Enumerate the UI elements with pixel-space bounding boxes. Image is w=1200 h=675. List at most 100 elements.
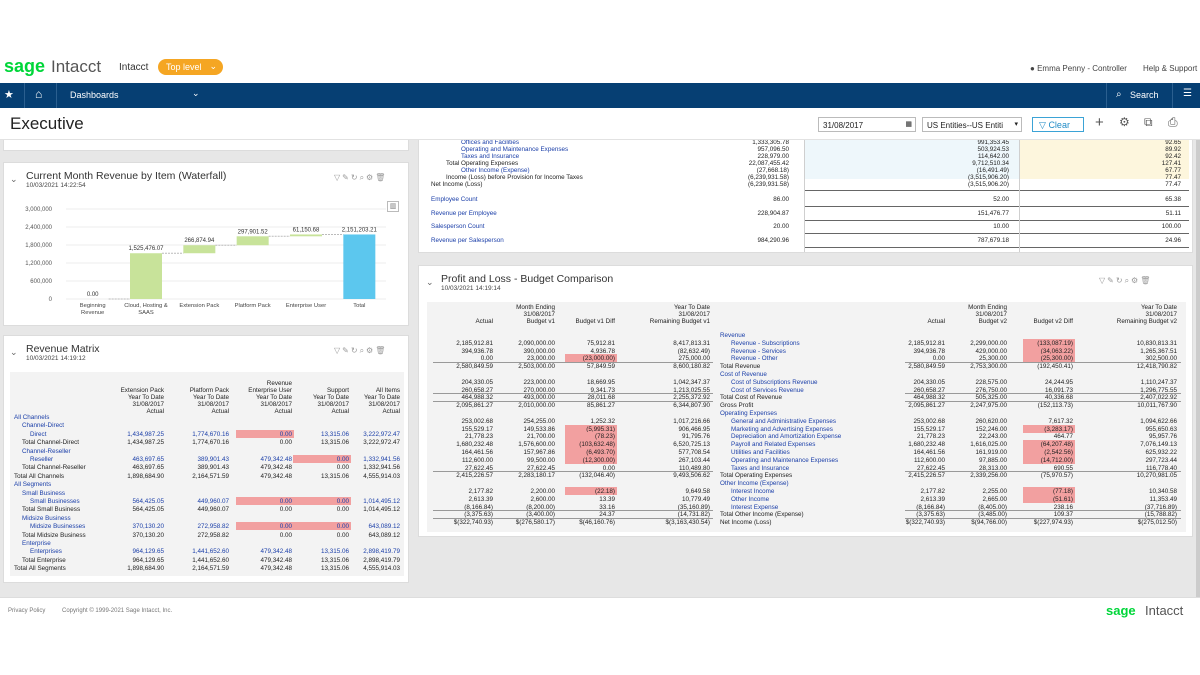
matrix-cell: 1,434,987.25 (127, 430, 164, 438)
privacy-link[interactable]: Privacy Policy (8, 608, 46, 614)
refresh-icon[interactable]: ↻ (350, 173, 360, 182)
pnl-row-label[interactable]: Utilities and Facilities (731, 449, 790, 456)
summary-row-label[interactable]: Revenue per Employee (431, 210, 497, 217)
pnl-cell: 2,283,180.17 (518, 472, 555, 480)
chevron-down-icon[interactable]: ⌄ (192, 88, 200, 98)
matrix-row-label[interactable]: Enterprise (22, 540, 51, 547)
clear-button[interactable]: ▽ Clear (1032, 117, 1084, 132)
matrix-row-label[interactable]: Midsize Businesses (30, 523, 86, 531)
dashboards-menu[interactable]: Dashboards (70, 90, 119, 100)
calendar-icon[interactable]: ▦ (905, 121, 912, 128)
pnl-cell: 1,042,347.37 (673, 378, 710, 386)
chart-menu-icon[interactable]: ▥ (387, 201, 399, 212)
matrix-cell: 389,901.43 (197, 456, 229, 463)
star-icon[interactable]: ★ (4, 89, 14, 101)
pnl-row-label[interactable]: Revenue - Services (731, 347, 786, 355)
search-icon[interactable]: ⌕ (1116, 89, 1122, 100)
edit-icon[interactable]: ✎ (342, 173, 351, 182)
refresh-icon[interactable]: ↻ (1115, 276, 1125, 285)
bar[interactable] (183, 245, 216, 254)
pnl-row-label[interactable]: Interest Income (731, 488, 775, 495)
pnl-row-label[interactable]: Cost of Services Revenue (731, 386, 804, 394)
bar[interactable] (343, 234, 376, 299)
bar[interactable] (290, 234, 322, 237)
filter-icon[interactable]: ▽ (334, 173, 343, 182)
pnl-row-label[interactable]: Marketing and Advertising Expenses (731, 425, 833, 433)
add-icon[interactable]: + (1095, 114, 1104, 131)
summary-row-label[interactable]: Salesperson Count (431, 223, 485, 230)
summary-row-label[interactable]: Other Income (Expense) (461, 167, 530, 174)
matrix-cell: 964,129.65 (132, 548, 164, 556)
pnl-cell: 9,341.73 (590, 386, 615, 394)
pnl-row-label[interactable]: Revenue - Subscriptions (731, 339, 800, 347)
delete-icon[interactable]: 🗑 (1140, 276, 1153, 285)
matrix-row-label[interactable]: Channel-Direct (22, 422, 64, 430)
gear-icon[interactable]: ⚙ (1119, 115, 1130, 129)
pnl-row-label[interactable]: Depreciation and Amortization Expense (731, 433, 842, 441)
bar[interactable] (130, 253, 162, 299)
search-link[interactable]: Search (1130, 90, 1159, 100)
gear-icon[interactable]: ⚙ (366, 173, 376, 182)
pnl-cell: 955,650.63 (1145, 425, 1177, 433)
pnl-row-label[interactable]: Operating Expenses (720, 410, 778, 417)
matrix-row-label[interactable]: Reseller (30, 456, 54, 463)
menu-icon[interactable]: ☰ (1183, 88, 1192, 99)
matrix-row-label[interactable]: Midsize Business (22, 514, 71, 522)
pnl-row-label[interactable]: Revenue - Other (731, 355, 778, 363)
pnl-row-label[interactable]: Operating and Maintenance Expenses (731, 456, 839, 464)
matrix-row-label[interactable]: Channel-Reseller (22, 447, 71, 455)
pnl-cell: 9,649.58 (685, 488, 710, 495)
help-link[interactable]: Help & Support (1143, 64, 1198, 73)
delete-icon[interactable]: 🗑 (375, 346, 388, 355)
matrix-row-label[interactable]: All Channels (14, 414, 50, 421)
edit-icon[interactable]: ✎ (342, 346, 351, 355)
user-menu[interactable]: ● Emma Penny - Controller (1030, 64, 1127, 73)
summary-row-label[interactable]: Taxes and Insurance (461, 153, 520, 160)
bar[interactable] (236, 236, 269, 246)
pnl-row-label[interactable]: Revenue (720, 332, 746, 339)
filter-icon[interactable]: ▽ (1099, 276, 1108, 285)
zoom-icon[interactable]: ⌕ (359, 173, 367, 182)
zoom-icon[interactable]: ⌕ (1124, 276, 1132, 285)
pnl-row-label[interactable]: Cost of Revenue (720, 371, 767, 378)
print-icon[interactable]: ⎙ (1168, 115, 1178, 129)
refresh-icon[interactable]: ↻ (350, 346, 360, 355)
top-bar: sage Intacct Intacct Top level ⌄ ● Emma P… (0, 50, 1200, 83)
matrix-row-label[interactable]: Direct (30, 430, 47, 438)
summary-row-label[interactable]: Offices and Facilities (461, 140, 519, 146)
level-selector[interactable]: Top level ⌄ (158, 59, 223, 75)
matrix-cell: 564,425.05 (132, 498, 164, 505)
entity-select[interactable]: US Entities--US Entiti ▾ (922, 117, 1022, 132)
delete-icon[interactable]: 🗑 (375, 173, 388, 182)
chevron-down-icon[interactable]: ⌄ (426, 277, 434, 287)
pnl-row-label[interactable]: Payroll and Related Expenses (731, 441, 816, 449)
pnl-row-label[interactable]: Cost of Subscriptions Revenue (731, 378, 818, 386)
pnl-row-label[interactable]: Taxes and Insurance (731, 464, 790, 472)
home-icon[interactable]: ⌂ (35, 87, 43, 101)
matrix-row-label[interactable]: Small Business (22, 489, 66, 497)
gear-icon[interactable]: ⚙ (366, 346, 376, 355)
matrix-row-label[interactable]: All Segments (14, 481, 52, 489)
pnl-row-label[interactable]: Other Income (Expense) (720, 480, 789, 488)
scrollbar[interactable] (1196, 140, 1200, 597)
summary-row-label[interactable]: Operating and Maintenance Expenses (461, 146, 569, 153)
pnl-cell: 260,620.00 (975, 417, 1007, 425)
chevron-down-icon[interactable]: ⌄ (10, 347, 18, 357)
copy-icon[interactable]: ⧉ (1144, 115, 1153, 129)
matrix-row-label[interactable]: Enterprises (30, 548, 62, 556)
gear-icon[interactable]: ⚙ (1131, 276, 1141, 285)
matrix-row-label[interactable]: Small Businesses (30, 498, 80, 505)
pnl-row-label[interactable]: Other Income (731, 495, 770, 503)
date-input[interactable]: 31/08/2017 ▦ (818, 117, 916, 132)
zoom-icon[interactable]: ⌕ (359, 346, 367, 355)
edit-icon[interactable]: ✎ (1107, 276, 1116, 285)
chevron-down-icon[interactable]: ⌄ (10, 174, 18, 184)
summary-row-label[interactable]: Revenue per Salesperson (431, 237, 504, 244)
sage-logo[interactable]: sage (4, 56, 46, 76)
summary-row-label[interactable]: Employee Count (431, 196, 478, 203)
pnl-row-label[interactable]: Interest Expense (731, 503, 779, 511)
pnl-cell: 157,967.86 (523, 449, 555, 456)
filter-icon[interactable]: ▽ (334, 346, 343, 355)
pnl-cell: 204,330.05 (461, 378, 493, 386)
pnl-row-label[interactable]: General and Administrative Expenses (731, 417, 837, 425)
